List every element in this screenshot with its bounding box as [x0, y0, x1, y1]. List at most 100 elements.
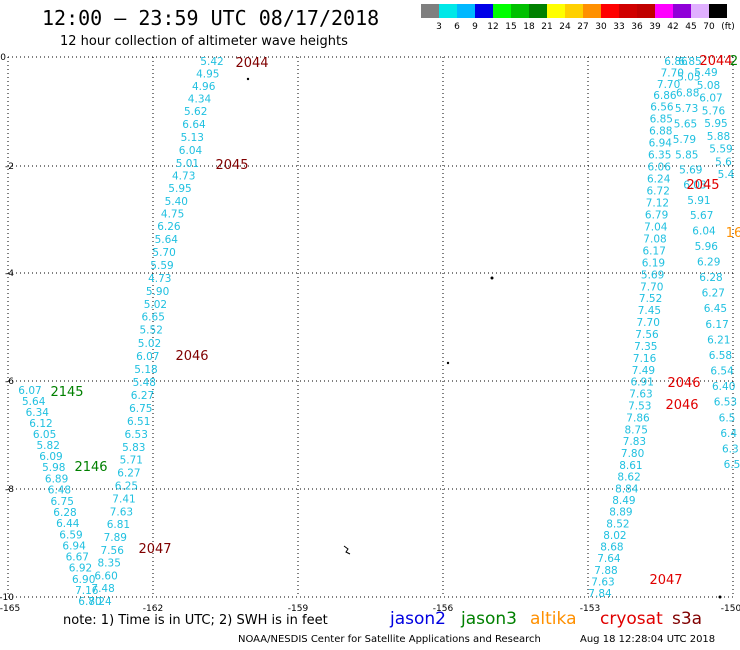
wave-height-value: 6.86	[664, 56, 688, 68]
wave-height-value: 7.52	[639, 293, 662, 305]
scale-swatch	[673, 4, 691, 18]
wave-height-value: 6.04	[692, 226, 716, 238]
wave-height-value: 4.73	[172, 171, 195, 183]
latitude-label: -10	[0, 593, 14, 603]
island-shape	[343, 545, 351, 555]
wave-height-value: 6.3	[722, 443, 739, 455]
wave-height-value: 5.69	[641, 269, 664, 281]
wave-height-value: 6.75	[129, 403, 152, 415]
wave-height-value: 5.64	[155, 234, 179, 246]
scale-label: 15	[505, 22, 517, 32]
scale-label: 24	[559, 22, 571, 32]
latitude-labels: 0 -2 -4 -6 -8 -10	[0, 53, 14, 603]
longitude-label: -156	[433, 604, 454, 614]
wave-height-value: 5.95	[704, 118, 727, 130]
wave-height-value: 6.91	[631, 377, 654, 389]
wave-height-value: 6.79	[645, 210, 668, 222]
wave-height-value: 5.95	[168, 183, 191, 195]
wave-height-value: 5.01	[176, 158, 199, 170]
wave-height-value: 6.59	[59, 529, 82, 541]
wave-height-value: 8.49	[612, 495, 635, 507]
pass-time-label: 16	[726, 226, 740, 241]
wave-height-value: 7.70	[640, 281, 663, 293]
pass-time-label: 2047	[649, 573, 682, 588]
wave-height-value: 7.08	[643, 233, 666, 245]
wave-height-value: 5.40	[165, 196, 188, 208]
wave-height-value: 6.19	[642, 257, 665, 269]
wave-height-value: 5.98	[42, 462, 65, 474]
legend-s3a: s3a	[672, 609, 703, 629]
map-title: 12:00 – 23:59 UTC 08/17/2018	[42, 6, 380, 30]
wave-height-value: 5.08	[697, 80, 720, 92]
wave-height-value: 5.52	[140, 325, 163, 337]
wave-height-value: 7.35	[634, 341, 657, 353]
scale-label: 33	[613, 22, 625, 32]
scale-swatch	[457, 4, 475, 18]
scale-swatch	[511, 4, 529, 18]
pass-time-label: 2	[730, 54, 738, 69]
wave-height-value: 6.03	[683, 180, 706, 192]
wave-height-value: 6.35	[648, 150, 671, 162]
wave-height-value: 6.89	[45, 473, 68, 485]
wave-height-value: 4.73	[148, 273, 171, 285]
wave-height-value: 6.07	[18, 385, 41, 397]
scale-swatch	[619, 4, 637, 18]
scale-label: 12	[487, 22, 499, 32]
wave-height-value: 5.91	[687, 195, 710, 207]
legend-altika: altika	[530, 609, 577, 629]
wave-height-value: 5.64	[22, 396, 46, 408]
wave-height-value: 5.76	[702, 105, 726, 117]
wave-height-value: 5.69	[679, 165, 702, 177]
wave-height-value: 4.34	[188, 93, 212, 105]
wave-height-value: 6.48	[48, 485, 71, 497]
wave-height-value: 5.05	[677, 72, 700, 84]
map-subtitle: 12 hour collection of altimeter wave hei…	[60, 34, 348, 49]
wave-height-value: 8.62	[617, 472, 640, 484]
wave-height-value: 6.90	[72, 574, 95, 586]
wave-height-value: 4.75	[161, 208, 184, 220]
wave-height-value: 6.17	[705, 319, 728, 331]
wave-height-value: 7.80	[621, 448, 644, 460]
wave-height-value: 6.94	[62, 541, 86, 553]
wave-height-value: 8.61	[619, 460, 642, 472]
wave-height-value: 6.27	[702, 288, 725, 300]
map-grid	[7, 56, 734, 598]
longitude-label: -150	[721, 604, 740, 614]
wave-height-value: 7.45	[638, 305, 661, 317]
latitude-label: -6	[5, 377, 14, 387]
wave-height-value: 6.21	[707, 334, 730, 346]
scale-label: 18	[523, 22, 535, 32]
wave-height-value: 6.05	[33, 429, 56, 441]
wave-height-value: 7.70	[637, 317, 660, 329]
scale-swatch	[709, 4, 727, 18]
wave-height-value: 5.88	[707, 131, 730, 143]
wave-height-value: 6.06	[648, 162, 672, 174]
wave-height-value: 7.56	[101, 545, 125, 557]
wave-height-value: 6.5	[724, 459, 740, 471]
wave-height-value: 5.71	[120, 455, 143, 467]
longitude-label: -159	[288, 604, 309, 614]
longitude-labels: -165 -162 -159 -156 -153 -150	[0, 604, 740, 614]
wave-height-value: 5.02	[138, 338, 161, 350]
wave-height-value: 6.28	[699, 272, 722, 284]
wave-height-value: 5.62	[184, 106, 207, 118]
legend-cryosat: cryosat	[600, 609, 663, 629]
wave-height-value: 6.51	[127, 416, 150, 428]
scale-label: 30	[595, 22, 607, 32]
pass-time-label: 2145	[50, 385, 83, 400]
wave-height-value: 5.59	[150, 260, 173, 272]
scale-label: 39	[649, 22, 661, 32]
pass-time-label: 2047	[138, 542, 171, 557]
scale-label: 6	[454, 22, 460, 32]
scale-swatch	[439, 4, 457, 18]
wave-height-value: 6.54	[710, 366, 734, 378]
scale-label: 27	[577, 22, 589, 32]
wave-height-value: 6.53	[125, 429, 148, 441]
scale-swatch	[547, 4, 565, 18]
wave-height-value: 5.73	[675, 103, 698, 115]
wave-height-value: 6.85	[650, 114, 673, 126]
pass-time-label: 2146	[74, 460, 107, 475]
wave-height-value: 5.13	[181, 132, 204, 144]
wave-height-value: 6.34	[26, 407, 50, 419]
